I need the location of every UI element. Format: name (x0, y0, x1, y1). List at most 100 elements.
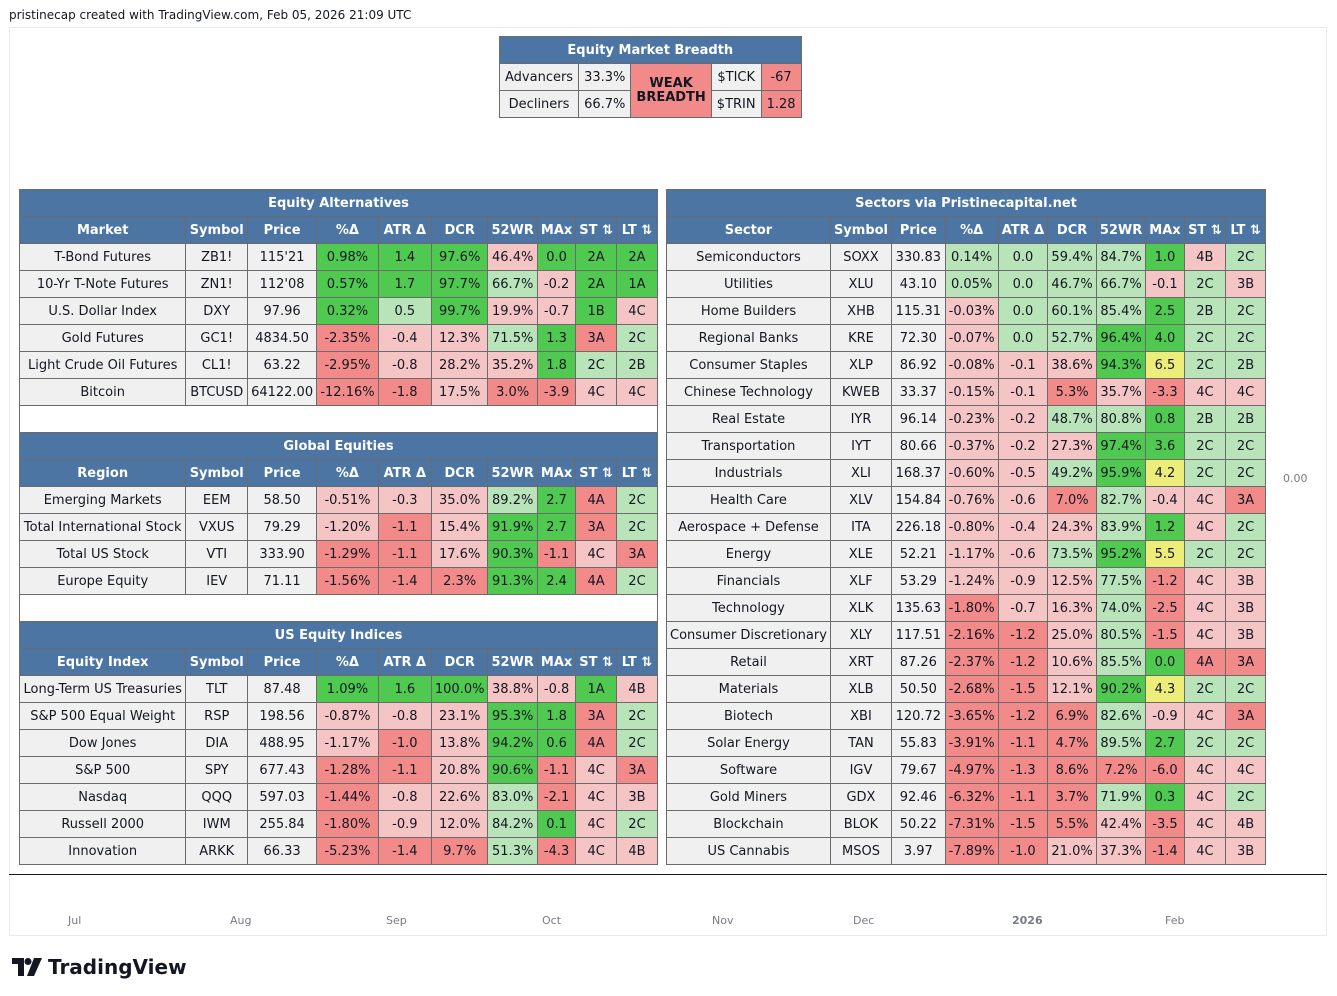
indices-cell-st-stage: 4A (575, 729, 617, 757)
global-cell-pct-change: -1.20% (316, 513, 379, 541)
global-cell-symbol: EEM (185, 486, 249, 514)
sectors-cell-symbol: IYR (829, 405, 893, 433)
table-spacer (19, 594, 658, 622)
indices-cell-pct-change: -5.23% (316, 837, 379, 865)
global-header-cell: ATR Δ (377, 459, 432, 487)
sectors-row: Financials XLF 53.29 -1.24% -0.9 12.5% 77.5% -1… (666, 567, 1266, 595)
sectors-cell-symbol: XBI (829, 702, 893, 730)
global-header-cell: Symbol (185, 459, 249, 487)
indices-cell-pct-change: 1.09% (316, 675, 379, 703)
sectors-cell-name: Health Care (666, 486, 831, 514)
alternatives-row: T-Bond Futures ZB1! 115'21 0.98% 1.4 97.6% 46.… (18, 243, 659, 271)
sectors-cell-lt-stage: 2C (1225, 675, 1266, 703)
alternatives-cell-price: 112'08 (247, 270, 318, 298)
sectors-cell-atr-change: -0.2 (997, 432, 1049, 460)
global-cell-price: 71.11 (247, 567, 318, 595)
sectors-cell-pct-change: -2.16% (944, 621, 999, 649)
sectors-cell-dcr: 59.4% (1047, 243, 1097, 271)
sectors-cell-name: Energy (666, 540, 831, 568)
sectors-cell-price: 86.92 (891, 351, 946, 379)
sectors-cell-52wr: 95.9% (1095, 459, 1147, 487)
sectors-cell-52wr: 83.9% (1095, 513, 1147, 541)
global-cell-pct-change: -1.56% (316, 567, 379, 595)
sectors-cell-symbol: XLY (829, 621, 893, 649)
alternatives-row: Gold Futures GC1! 4834.50 -2.35% -0.4 12.3% 71… (18, 324, 659, 352)
sectors-row: Consumer Staples XLP 86.92 -0.08% -0.1 38.6% 9… (666, 351, 1266, 379)
sectors-cell-dcr: 8.6% (1047, 756, 1097, 784)
sectors-cell-max: -0.1 (1145, 270, 1185, 298)
sectors-cell-max: 0.8 (1145, 405, 1185, 433)
global-cell-price: 58.50 (247, 486, 318, 514)
alternatives-header-cell: DCR (430, 216, 489, 244)
sectors-cell-52wr: 82.6% (1095, 702, 1147, 730)
sectors-cell-name: US Cannabis (666, 837, 831, 865)
tradingview-logo[interactable]: TradingView (12, 955, 187, 979)
chart-area[interactable] (9, 27, 1327, 936)
sectors-cell-lt-stage: 3B (1225, 567, 1266, 595)
trin-label: $TRIN (710, 90, 762, 118)
indices-cell-atr-change: -0.8 (377, 783, 432, 811)
alternatives-cell-name: T-Bond Futures (18, 243, 187, 271)
sectors-cell-max: 0.0 (1145, 648, 1185, 676)
indices-cell-lt-stage: 2C (615, 729, 659, 757)
sectors-cell-pct-change: -2.68% (944, 675, 999, 703)
sectors-cell-dcr: 38.6% (1047, 351, 1097, 379)
global-cell-max: 2.7 (536, 513, 577, 541)
sectors-cell-st-stage: 4C (1183, 702, 1227, 730)
sectors-cell-atr-change: -0.7 (997, 594, 1049, 622)
sectors-cell-atr-change: -1.2 (997, 621, 1049, 649)
sectors-cell-52wr: 89.5% (1095, 729, 1147, 757)
global-cell-atr-change: -1.1 (377, 540, 432, 568)
alternatives-cell-name: Light Crude Oil Futures (18, 351, 187, 379)
global-cell-name: Total US Stock (18, 540, 187, 568)
alternatives-cell-pct-change: -2.35% (316, 324, 379, 352)
alternatives-cell-price: 4834.50 (247, 324, 318, 352)
global-row: Emerging Markets EEM 58.50 -0.51% -0.3 35.0% 8… (18, 486, 659, 514)
global-title: Global Equities (19, 432, 658, 460)
sectors-cell-dcr: 4.7% (1047, 729, 1097, 757)
sectors-cell-52wr: 97.4% (1095, 432, 1147, 460)
sectors-cell-name: Transportation (666, 432, 831, 460)
alternatives-cell-dcr: 97.7% (430, 270, 489, 298)
sectors-cell-symbol: XHB (829, 297, 893, 325)
sectors-cell-symbol: KRE (829, 324, 893, 352)
indices-cell-symbol: DIA (185, 729, 249, 757)
sectors-cell-st-stage: 4A (1183, 648, 1227, 676)
indices-cell-name: Nasdaq (18, 783, 187, 811)
sectors-cell-dcr: 7.0% (1047, 486, 1097, 514)
sectors-cell-symbol: XLP (829, 351, 893, 379)
sectors-row: Software IGV 79.67 -4.97% -1.3 8.6% 7.2% -6.0 4C… (666, 756, 1266, 784)
sectors-cell-symbol: TAN (829, 729, 893, 757)
sectors-cell-max: -1.4 (1145, 837, 1185, 865)
sectors-row: Real Estate IYR 96.14 -0.23% -0.2 48.7% 80.8% 0… (666, 405, 1266, 433)
alternatives-header-cell: ST ⇅ (575, 216, 617, 244)
sectors-header-cell: 52WR (1095, 216, 1147, 244)
alternatives-header-cell: ATR Δ (377, 216, 432, 244)
sectors-cell-st-stage: 4C (1183, 810, 1227, 838)
indices-cell-lt-stage: 4B (615, 837, 659, 865)
sectors-cell-max: 1.0 (1145, 243, 1185, 271)
alternatives-cell-pct-change: -2.95% (316, 351, 379, 379)
sectors-cell-lt-stage: 2C (1225, 729, 1266, 757)
sectors-row: Consumer Discretionary XLY 117.51 -2.16% -1.… (666, 621, 1266, 649)
sectors-cell-price: 55.83 (891, 729, 946, 757)
sectors-cell-price: 154.84 (891, 486, 946, 514)
indices-cell-symbol: QQQ (185, 783, 249, 811)
sectors-cell-symbol: IGV (829, 756, 893, 784)
indices-cell-atr-change: -1.4 (377, 837, 432, 865)
sectors-cell-atr-change: 0.0 (997, 270, 1049, 298)
sectors-cell-st-stage: 4C (1183, 378, 1227, 406)
sectors-cell-atr-change: -0.9 (997, 567, 1049, 595)
sectors-cell-lt-stage: 3B (1225, 594, 1266, 622)
axis-label-aug: Aug (230, 914, 252, 927)
sectors-cell-lt-stage: 2C (1225, 540, 1266, 568)
alternatives-cell-dcr: 28.2% (430, 351, 489, 379)
indices-cell-pct-change: -1.17% (316, 729, 379, 757)
sectors-cell-name: Utilities (666, 270, 831, 298)
global-cell-atr-change: -0.3 (377, 486, 432, 514)
chart-caption: pristinecap created with TradingView.com… (9, 8, 412, 22)
alternatives-cell-dcr: 97.6% (430, 243, 489, 271)
indices-cell-max: -2.1 (536, 783, 577, 811)
sectors-cell-name: Technology (666, 594, 831, 622)
sectors-cell-st-stage: 2C (1183, 270, 1227, 298)
